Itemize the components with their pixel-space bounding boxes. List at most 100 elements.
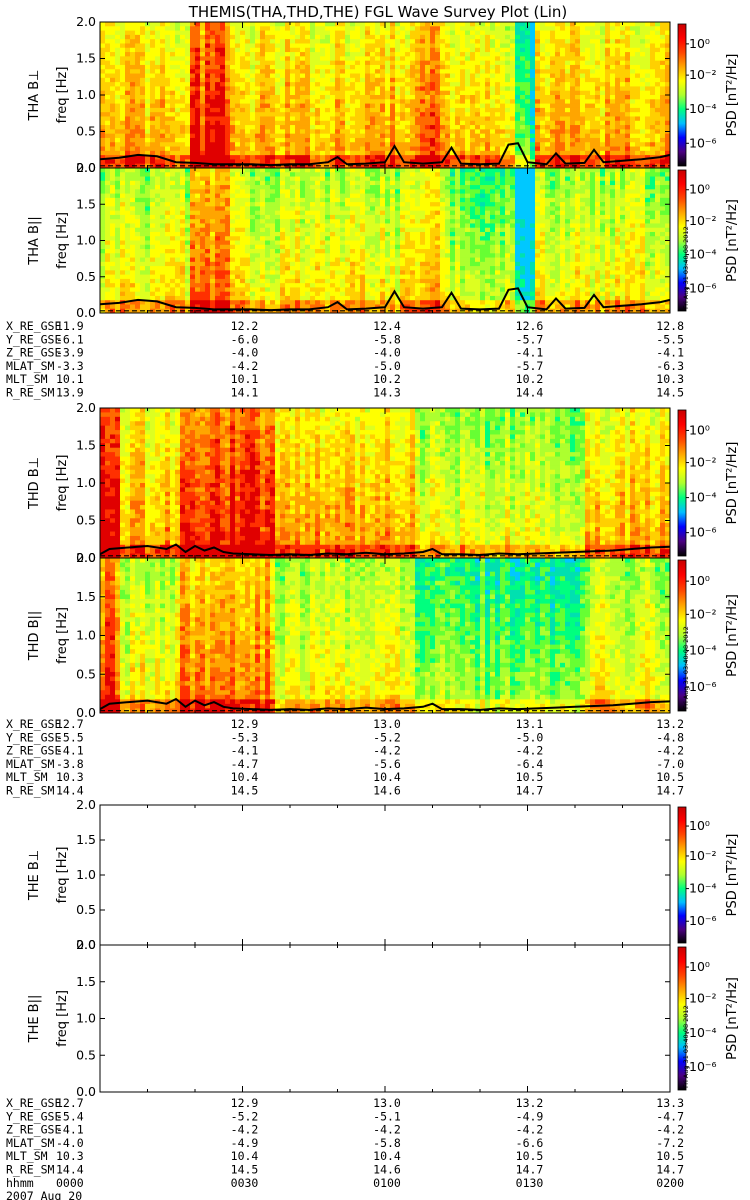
ephemeris-row-label: Z_RE_GSE [6, 346, 61, 360]
creation-stamp: Fri Aug 31 03:40:08 2012 [682, 626, 690, 709]
ephemeris-row-label: MLT_SM [6, 770, 48, 784]
panel-tha-bpar: 0.0 0.5 1.0 1.5 2.0 freq [Hz] THA B|| [27, 160, 671, 320]
ephemeris-value: 14.7 [656, 784, 684, 798]
gyrofrequency-curve [99, 697, 671, 711]
figure-title: THEMIS(THA,THD,THE) FGL Wave Survey Plot… [188, 3, 567, 21]
ephemeris-value: -5.6 [373, 757, 401, 771]
ephemeris-value: 14.5 [656, 386, 684, 400]
time-tick-label: 0130 [516, 1176, 544, 1190]
y-tick-label: 1.5 [76, 196, 96, 211]
y-axis-label: freq [Hz] [55, 607, 70, 664]
panel-label: THA B|| [27, 216, 42, 265]
panel-thd-bpar: 0.0 0.5 1.0 1.5 2.0 freq [Hz] THD B|| [27, 550, 671, 720]
ephemeris-value: 10.4 [231, 1149, 259, 1163]
y-axis-label: freq [Hz] [55, 212, 70, 269]
ephemeris-row-label: Y_RE_GSE [6, 1109, 61, 1123]
panel-label: THA B⊥ [27, 70, 42, 122]
ephemeris-value: -4.2 [656, 744, 684, 758]
colorbar-gradient [677, 169, 687, 312]
ephemeris-value: -6.6 [516, 1136, 544, 1150]
ephemeris-value: -6.3 [656, 359, 684, 373]
spectrogram-image [100, 408, 670, 558]
y-tick-label: 0.5 [76, 666, 96, 681]
colorbar-tick-label: 10⁰ [689, 36, 710, 51]
y-tick-label: 0.5 [76, 902, 96, 917]
y-tick-label: 2.0 [76, 937, 96, 952]
ephemeris-row-label: R_RE_SM [6, 386, 55, 400]
colorbar-label: PSD [nT²/Hz] [725, 199, 740, 282]
colorbar-1: 10⁰ 10⁻² 10⁻⁴ 10⁻⁶ PSD [nT²/Hz] Fri Aug 31 03… [677, 169, 740, 312]
colorbar-tick-label: 10⁻⁶ [689, 913, 717, 928]
colorbar-label: PSD [nT²/Hz] [725, 977, 740, 1060]
ephemeris-value: -5.1 [373, 1109, 401, 1123]
creation-stamp: Fri Aug 31 03:40:08 2012 [682, 226, 690, 309]
colorbar-5: 10⁰ 10⁻² 10⁻⁴ 10⁻⁶ PSD [nT²/Hz] Fri Aug 31 03… [677, 946, 740, 1091]
ephemeris-value: -4.0 [56, 1136, 84, 1150]
ephemeris-value: 13.1 [516, 717, 544, 731]
y-tick-label: 1.0 [76, 233, 96, 248]
time-tick-label: 0100 [373, 1176, 401, 1190]
panel-the-bperp: 0.0 0.5 1.0 1.5 2.0 freq [Hz] THE B⊥ [27, 797, 671, 952]
spectrogram-image [100, 22, 670, 168]
y-tick-label: 2.0 [76, 550, 96, 565]
ephemeris-value: -5.5 [656, 332, 684, 346]
panel-label: THD B⊥ [27, 457, 42, 510]
ephemeris-value: 13.0 [373, 1096, 401, 1110]
colorbar-tick-label: 10⁻² [689, 455, 717, 470]
gyrofrequency-curve [99, 142, 671, 167]
colorbar-tick-label: 10⁻⁴ [689, 101, 717, 116]
ephemeris-row-label: Y_RE_GSE [6, 730, 61, 744]
ephemeris-value: -5.0 [516, 730, 544, 744]
ephemeris-value: -4.2 [516, 1123, 544, 1137]
ephemeris-value: 12.6 [516, 319, 544, 333]
colorbar-gradient [677, 409, 687, 557]
time-axis-label: hhmm [6, 1176, 34, 1190]
ephemeris-value: 10.3 [656, 372, 684, 386]
ephemeris-value: -4.2 [373, 744, 401, 758]
ephemeris-row-label: Y_RE_GSE [6, 332, 61, 346]
ephemeris-value: 10.5 [656, 770, 684, 784]
ephemeris-value: -4.2 [373, 1123, 401, 1137]
y-tick-label: 0.5 [76, 124, 96, 139]
panel-frame [99, 804, 671, 946]
ephemeris-value: -5.2 [373, 730, 401, 744]
ephemeris-row-label: MLT_SM [6, 1149, 48, 1163]
ephemeris-value: -4.7 [231, 757, 259, 771]
y-tick-label: 0.5 [76, 1047, 96, 1062]
spectrogram-image [100, 168, 670, 313]
colorbar-3: 10⁰ 10⁻² 10⁻⁴ 10⁻⁶ PSD [nT²/Hz] Fri Aug 31 03… [677, 559, 740, 712]
ephemeris-row-label: MLAT_SM [6, 1136, 55, 1150]
y-tick-label: 0.0 [76, 937, 96, 952]
ephemeris-row-label: X_RE_GSE [6, 717, 61, 731]
y-tick-label: 0.5 [76, 513, 96, 528]
ephemeris-value: 14.7 [656, 1163, 684, 1177]
ephemeris-value: -5.2 [231, 1109, 259, 1123]
colorbar-tick-label: 10⁻⁶ [689, 525, 717, 540]
colorbar-label: PSD [nT²/Hz] [725, 54, 740, 137]
ephemeris-value: 14.5 [231, 1163, 259, 1177]
ephemeris-value: -4.9 [516, 1109, 544, 1123]
y-tick-label: 1.0 [76, 1011, 96, 1026]
ephemeris-value: -4.1 [231, 744, 259, 758]
ephemeris-value: -5.5 [56, 730, 84, 744]
colorbar-tick-label: 10⁻² [689, 606, 717, 621]
panel-frame [99, 944, 671, 1093]
ephemeris-row-label: Z_RE_GSE [6, 744, 61, 758]
y-tick-label: 2.0 [76, 797, 96, 812]
ephemeris-value: 12.4 [373, 319, 401, 333]
ephemeris-value: 14.3 [373, 386, 401, 400]
y-tick-label: 1.0 [76, 628, 96, 643]
creation-stamp: Fri Aug 31 03:40:08 2012 [682, 1005, 690, 1088]
ephemeris-value: -5.0 [373, 359, 401, 373]
ephemeris-value: -6.0 [231, 332, 259, 346]
colorbar-tick-label: 10⁰ [689, 182, 710, 197]
ephemeris-value: 10.4 [373, 770, 401, 784]
ephemeris-row-label: R_RE_SM [6, 784, 55, 798]
ephemeris-value: -4.1 [656, 346, 684, 360]
y-tick-label: 1.5 [76, 51, 96, 66]
y-axis-label: freq [Hz] [55, 847, 70, 904]
ephemeris-value: -4.1 [56, 1123, 84, 1137]
ephemeris-value: 14.5 [231, 784, 259, 798]
ephemeris-value: -5.8 [373, 332, 401, 346]
